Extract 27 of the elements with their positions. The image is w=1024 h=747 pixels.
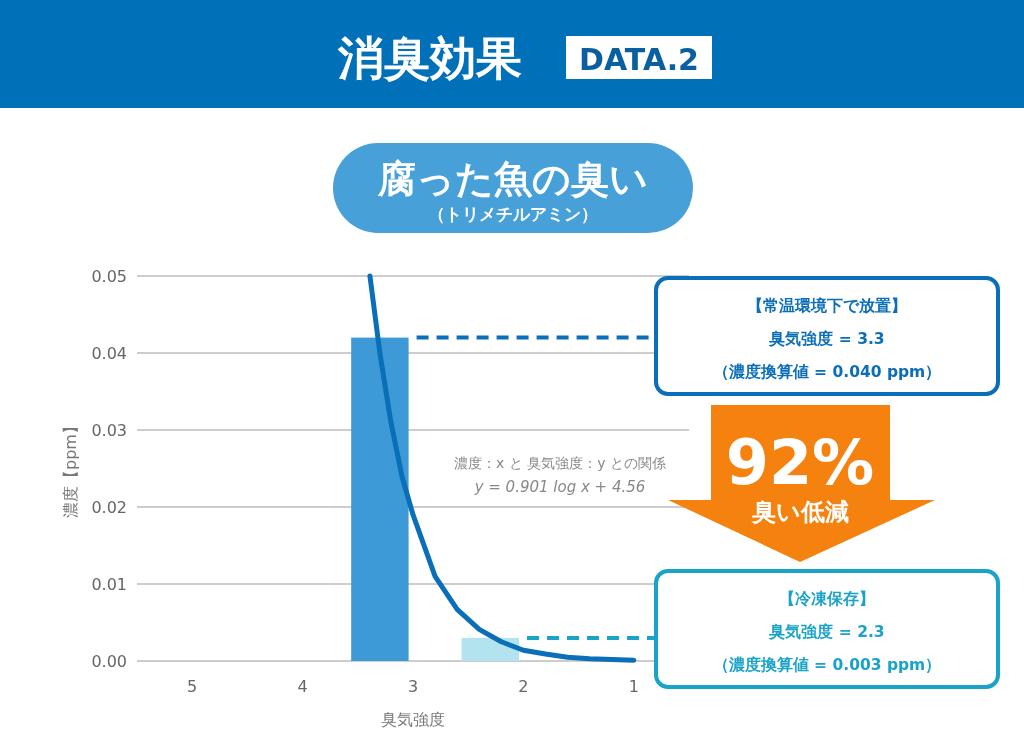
text: （濃度換算値 = 0.003 ppm）: [712, 655, 942, 674]
text: 臭気強度 = 3.3: [768, 329, 885, 348]
annotation: y = 0.901 log x + 4.56: [473, 478, 646, 496]
y-tick-label: 0.05: [91, 267, 127, 286]
y-tick-label: 0.04: [91, 344, 127, 363]
text: （濃度換算値 = 0.040 ppm）: [712, 362, 942, 381]
text: 【常温環境下で放置】: [747, 297, 907, 315]
x-tick-label: 2: [518, 677, 529, 696]
text: 92%: [725, 426, 875, 499]
x-tick-label: 3: [407, 677, 419, 696]
y-tick-label: 0.01: [91, 575, 127, 594]
text: （トリメチルアミン）: [428, 204, 598, 224]
text: DATA.2: [579, 42, 699, 77]
x-tick-label: 4: [297, 677, 308, 696]
x-axis-title: 臭気強度: [381, 710, 445, 729]
x-tick-label: 1: [628, 677, 639, 696]
x-tick-label: 5: [187, 677, 198, 696]
annotation: 濃度：x と 臭気強度：y との関係: [454, 455, 666, 471]
y-axis-title: 濃度【ppm】: [61, 418, 80, 518]
text: 【冷凍保存】: [779, 590, 875, 608]
chart-title: 消臭効果: [337, 31, 522, 85]
chart-subtitle: 腐った魚の臭い: [377, 157, 648, 201]
y-tick-label: 0.02: [91, 498, 127, 517]
text: 臭気強度 = 2.3: [768, 622, 885, 641]
y-tick-label: 0.03: [91, 421, 127, 440]
y-tick-label: 0.00: [91, 652, 127, 671]
text: 臭い低減: [750, 498, 849, 526]
